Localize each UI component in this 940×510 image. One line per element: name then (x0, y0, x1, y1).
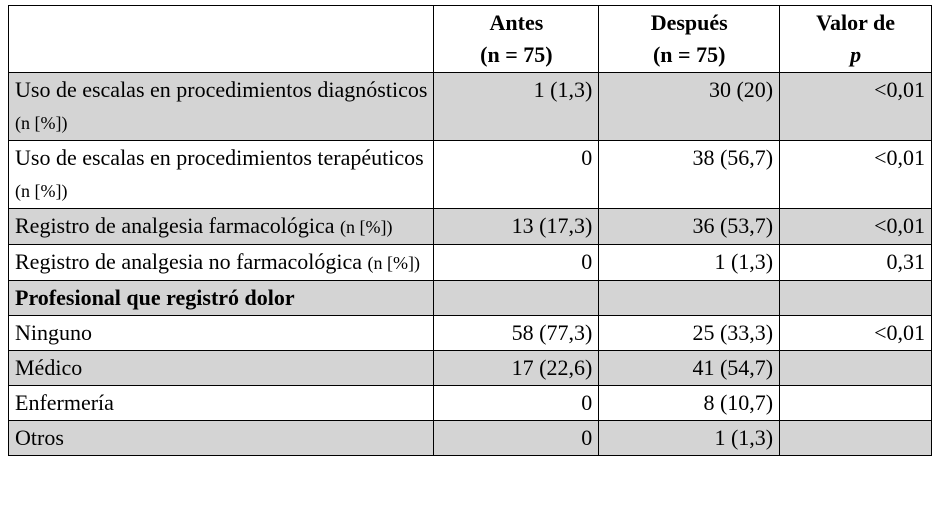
header-text: (n = 75) (652, 42, 726, 67)
row-label: Registro de analgesia farmacológica (15, 213, 335, 238)
value-cell: 58 (77,3) (433, 315, 600, 351)
label-cell: Registro de analgesia farmacológica (n [… (7, 208, 435, 245)
table-row: Registro de analgesia farmacológica (n [… (7, 208, 932, 245)
label-cell: Enfermería (7, 385, 435, 421)
header-cell: Antes (n = 75) (433, 5, 600, 73)
header-text: Antes (489, 10, 544, 35)
section-cell: Profesional que registró dolor (7, 280, 435, 316)
table-row: Uso de escalas en procedimientos diagnós… (7, 72, 932, 141)
header-cell (7, 5, 435, 73)
row-label: Enfermería (15, 390, 114, 415)
table-row: Profesional que registró dolor (7, 280, 932, 316)
empty-cell (433, 280, 600, 316)
value-cell: 1 (1,3) (598, 420, 781, 456)
value-cell: 38 (56,7) (598, 140, 781, 209)
value-cell: 30 (20) (598, 72, 781, 141)
label-cell: Registro de analgesia no farmacológica (… (7, 244, 435, 281)
row-label: Uso de escalas en procedimientos diagnós… (15, 77, 428, 102)
value-cell: 1 (1,3) (598, 244, 781, 281)
table-row: Enfermería 0 8 (10,7) (7, 385, 932, 421)
value-cell: 36 (53,7) (598, 208, 781, 245)
value-cell: 13 (17,3) (433, 208, 600, 245)
row-unit: (n [%]) (15, 113, 68, 133)
label-cell: Otros (7, 420, 435, 456)
label-cell: Ninguno (7, 315, 435, 351)
value-cell: 0,31 (779, 244, 932, 281)
row-label: Ninguno (15, 320, 92, 345)
row-unit: (n [%]) (15, 181, 68, 201)
value-cell: <0,01 (779, 315, 932, 351)
value-cell: <0,01 (779, 140, 932, 209)
data-table: Antes (n = 75) Después (n = 75) Valor de p Us… (7, 5, 932, 456)
table-row: Registro de analgesia no farmacológica (… (7, 244, 932, 281)
value-cell: 0 (433, 140, 600, 209)
value-cell: 0 (433, 385, 600, 421)
header-cell: Después (n = 75) (598, 5, 781, 73)
row-unit: (n [%]) (339, 217, 393, 237)
table-row: Uso de escalas en procedimientos terapéu… (7, 140, 932, 209)
header-text: p (850, 42, 862, 67)
value-cell: 41 (54,7) (598, 350, 781, 386)
table-row: Ninguno 58 (77,3) 25 (33,3) <0,01 (7, 315, 932, 351)
empty-cell (779, 420, 932, 456)
row-label: Otros (15, 425, 64, 450)
header-cell: Valor de p (779, 5, 932, 73)
row-label: Registro de analgesia no farmacológica (15, 249, 362, 274)
value-cell: 0 (433, 244, 600, 281)
header-text: Después (650, 10, 728, 35)
value-cell: 0 (433, 420, 600, 456)
row-label: Médico (15, 355, 83, 380)
row-label: Uso de escalas en procedimientos terapéu… (15, 145, 424, 170)
value-cell: <0,01 (779, 72, 932, 141)
row-unit: (n [%]) (367, 253, 420, 273)
label-cell: Uso de escalas en procedimientos terapéu… (7, 140, 435, 209)
empty-cell (779, 385, 932, 421)
value-cell: 8 (10,7) (598, 385, 781, 421)
value-cell: 1 (1,3) (433, 72, 600, 141)
empty-cell (779, 350, 932, 386)
value-cell: 25 (33,3) (598, 315, 781, 351)
empty-cell (598, 280, 781, 316)
table-row: Médico 17 (22,6) 41 (54,7) (7, 350, 932, 386)
label-cell: Uso de escalas en procedimientos diagnós… (7, 72, 435, 141)
value-cell: 17 (22,6) (433, 350, 600, 386)
header-text: Valor de (816, 10, 895, 35)
header-row: Antes (n = 75) Después (n = 75) Valor de p (7, 5, 932, 73)
value-cell: <0,01 (779, 208, 932, 245)
section-label: Profesional que registró dolor (15, 285, 295, 310)
table-row: Otros 0 1 (1,3) (7, 420, 932, 456)
label-cell: Médico (7, 350, 435, 386)
header-text: (n = 75) (480, 42, 553, 67)
empty-cell (779, 280, 932, 316)
